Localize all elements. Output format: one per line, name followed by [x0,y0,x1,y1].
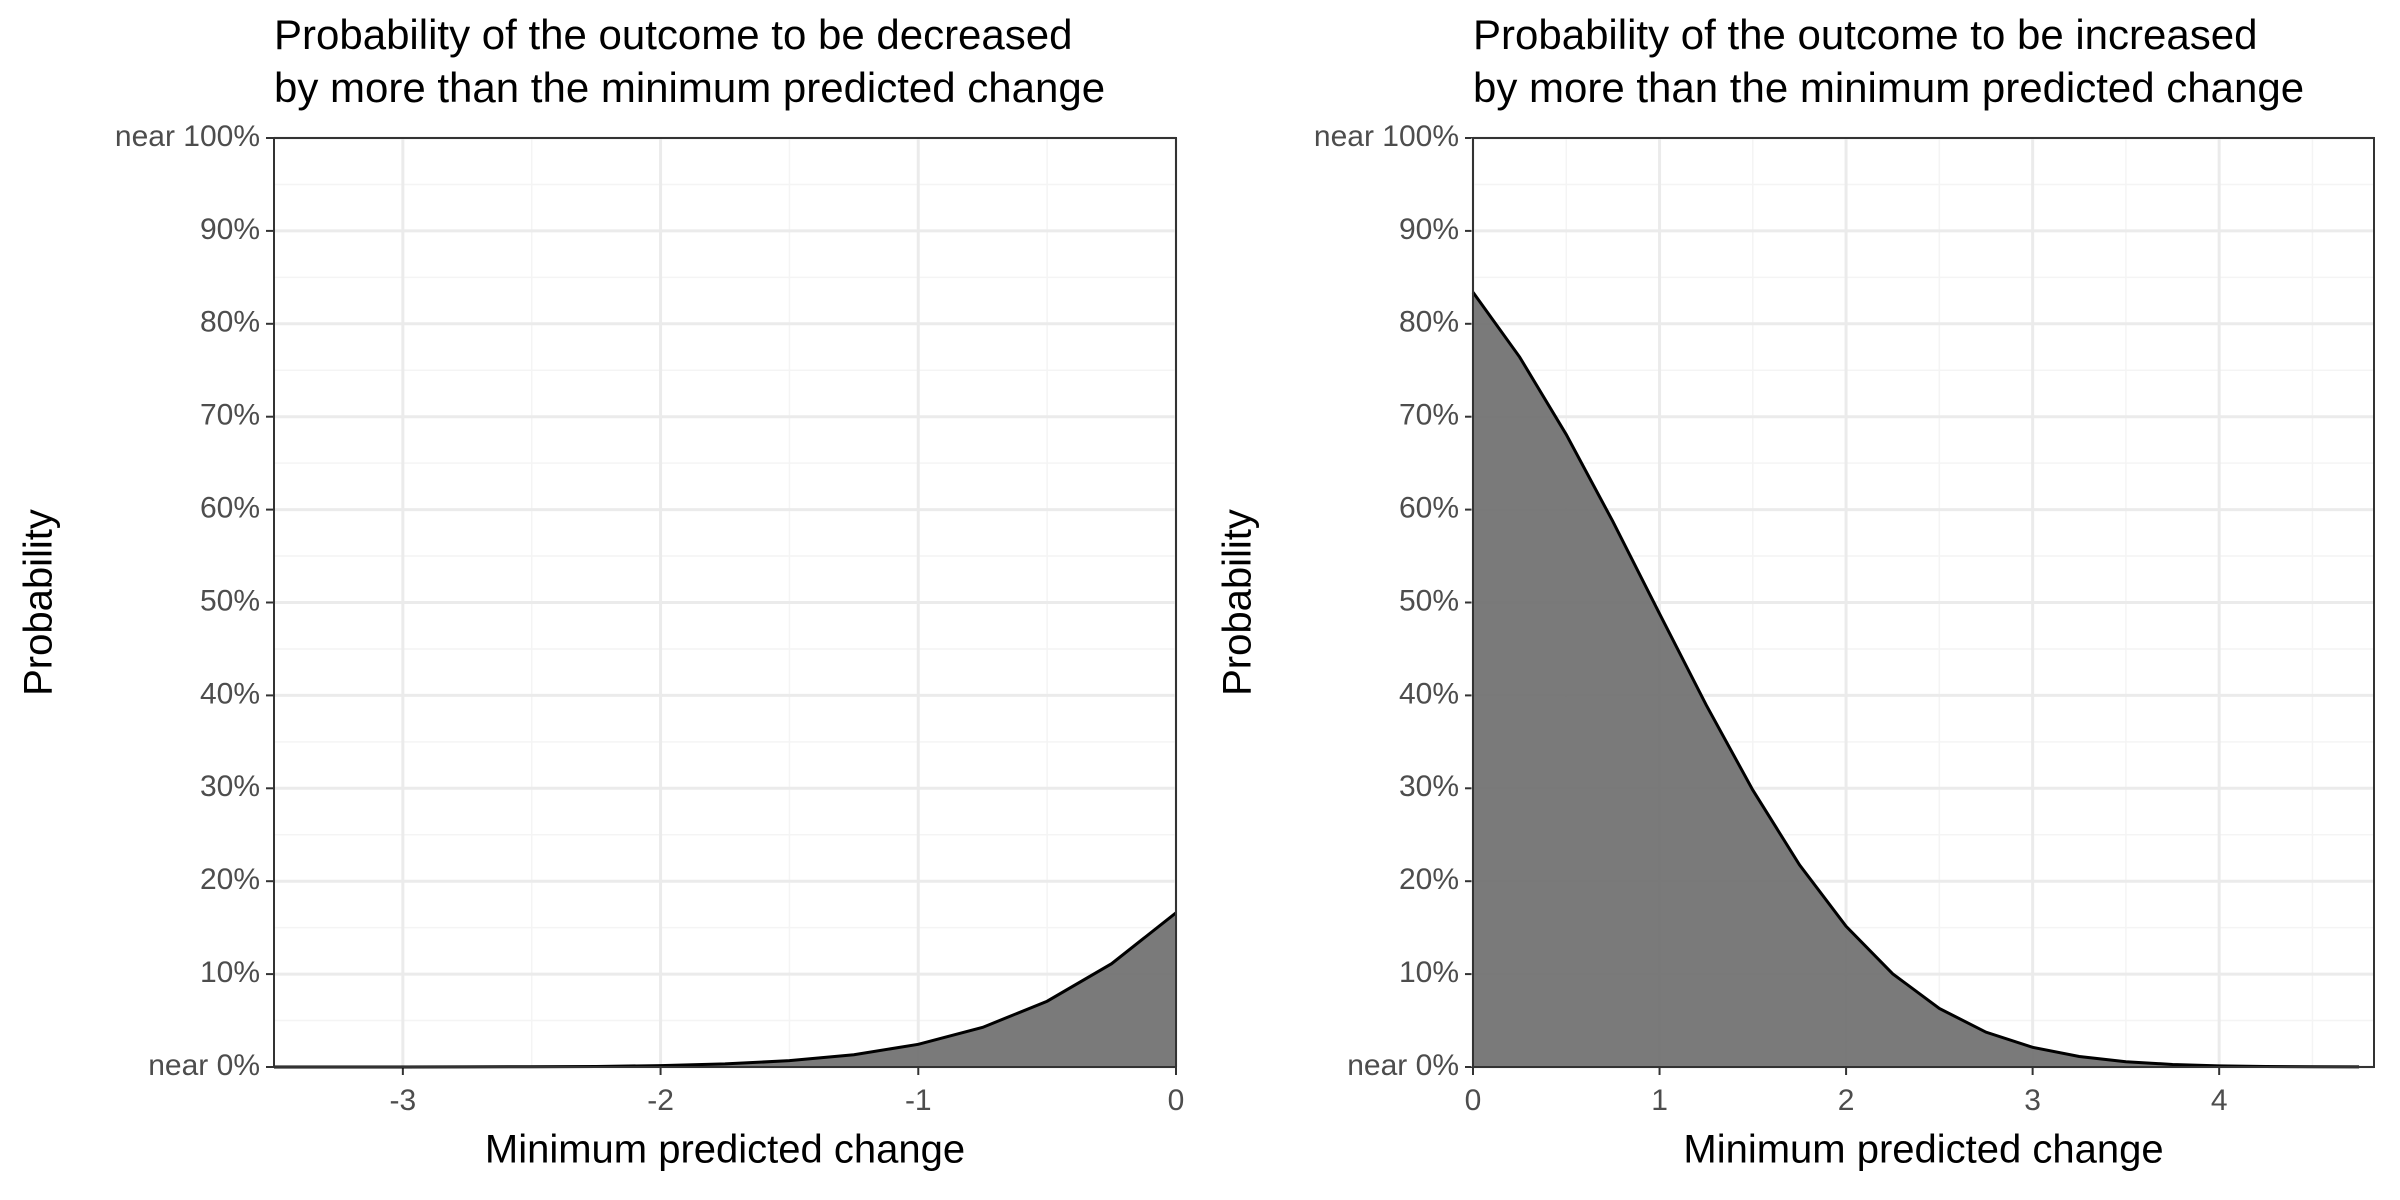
x-tick-label: 3 [2024,1084,2041,1117]
y-tick-label: 60% [1399,492,1459,525]
y-tick-label: 20% [200,863,260,896]
y-axis-title: Probability [17,509,61,696]
y-tick-label: near 100% [1314,120,1459,153]
y-tick-label: 20% [1399,863,1459,896]
y-tick-label: near 100% [115,120,260,153]
y-tick-label: 30% [1399,770,1459,803]
chart-title: Probability of the outcome to be increas… [1473,11,2257,58]
y-tick-label: near 0% [1347,1049,1459,1082]
panel-border [273,137,1177,1068]
y-tick-label: 40% [1399,677,1459,710]
y-tick-label: 70% [1399,399,1459,432]
y-tick-label: 60% [200,492,260,525]
y-tick-label: 10% [1399,956,1459,989]
y-tick-label: 70% [200,399,260,432]
line [1471,291,2360,1069]
area [1473,292,2360,1068]
y-tick-label: 40% [200,677,260,710]
chart-title: Probability of the outcome to be decreas… [274,11,1073,58]
x-axis-title: Minimum predicted change [485,1128,965,1172]
y-tick-label: 10% [200,956,260,989]
y-tick-label: 80% [1399,306,1459,339]
x-tick-label: -2 [647,1084,674,1117]
x-tick-label: -3 [390,1084,417,1117]
y-tick-label: near 0% [148,1049,260,1082]
y-tick-label: 30% [200,770,260,803]
x-tick-label: 1 [1651,1084,1668,1117]
y-tick-label: 50% [1399,584,1459,617]
chart-title: by more than the minimum predicted chang… [274,64,1105,111]
x-tick-label: -1 [905,1084,932,1117]
y-tick-label: 80% [200,306,260,339]
chart-panel: Probability of the outcome to be increas… [1216,11,2375,1172]
x-tick-label: 0 [1465,1084,1482,1117]
y-tick-label: 50% [200,584,260,617]
x-tick-label: 0 [1168,1084,1185,1117]
chart-title: by more than the minimum predicted chang… [1473,64,2304,111]
x-tick-label: 4 [2211,1084,2228,1117]
y-axis-title: Probability [1216,509,1260,696]
x-tick-label: 2 [1838,1084,1855,1117]
panel-border [1472,137,2375,1068]
y-tick-label: 90% [1399,213,1459,246]
x-axis-title: Minimum predicted change [1683,1128,2163,1172]
chart-panel: Probability of the outcome to be decreas… [17,11,1185,1171]
area [274,912,1176,1067]
y-tick-label: 90% [200,213,260,246]
